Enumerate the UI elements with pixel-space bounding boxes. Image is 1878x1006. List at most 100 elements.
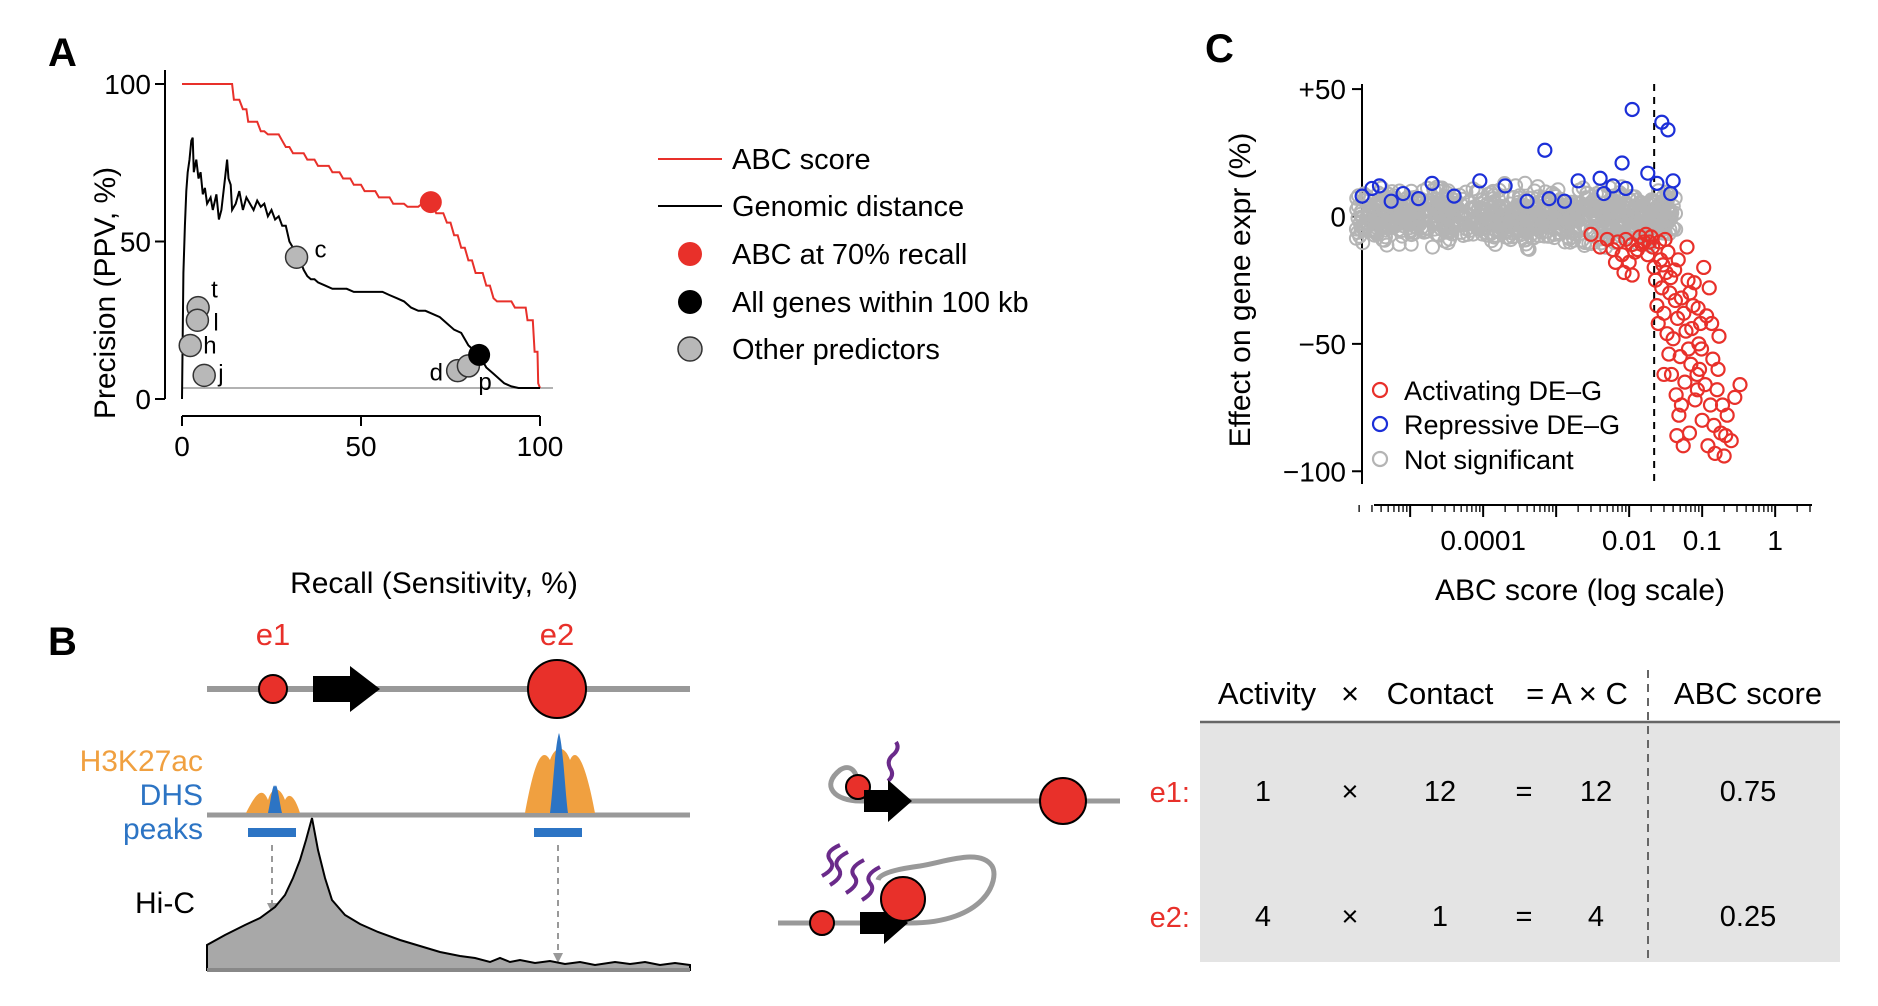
not-significant-point [1475, 207, 1491, 223]
not-significant-point [1639, 207, 1654, 223]
dhs-label: DHS [140, 779, 203, 812]
loop2-transcript-4 [821, 843, 841, 878]
repressive-point [1570, 173, 1586, 189]
activating-point [1583, 226, 1599, 242]
activating-point [1698, 308, 1715, 324]
activating-point [1670, 252, 1686, 268]
activating-point [1673, 397, 1690, 413]
panel-c-legend: Activating DE–G Repressive DE–G Not sign… [1371, 376, 1620, 475]
gene-arrow [313, 666, 380, 712]
row-e2-equals: = [1516, 901, 1533, 933]
not-significant-point [1627, 189, 1643, 205]
panel-c-label: C [1205, 27, 1234, 71]
not-significant-point [1560, 214, 1576, 230]
repressive-point [1446, 188, 1462, 204]
activating-point [1672, 349, 1688, 365]
not-significant-point [1530, 208, 1546, 224]
not-significant-point [1434, 202, 1450, 218]
panel-c-xtick-label: 0.1 [1683, 525, 1722, 556]
not-significant-point [1571, 204, 1587, 219]
other-predictor-label: p [478, 369, 491, 396]
enhancer-e1-label: e1 [256, 617, 290, 652]
legend-activating-swatch [1371, 381, 1389, 399]
panel-c-ylabel: Effect on gene expr (%) [1224, 133, 1257, 448]
loop2-transcript-1 [828, 850, 849, 887]
not-significant-point [1527, 183, 1543, 199]
not-significant-point [1513, 227, 1528, 243]
h3k27ac-label: H3K27ac [80, 745, 203, 778]
legend-abc-label: ABC score [732, 144, 871, 176]
enhancer-e2-label: e2 [540, 617, 574, 652]
panel-c-ytick-label: −100 [1283, 456, 1346, 487]
legend-other-swatch [677, 336, 703, 362]
activating-point [1704, 315, 1720, 332]
activating-point [1684, 320, 1700, 337]
not-significant-point [1453, 224, 1469, 240]
repressive-point [1614, 155, 1630, 171]
activating-point [1679, 239, 1695, 255]
activating-point [1654, 280, 1670, 296]
row-e2-contact: 1 [1432, 901, 1448, 933]
row-e1-abc-score: 0.75 [1720, 776, 1776, 808]
panel-a-axes: 0 50 100 0 50 100 [104, 69, 563, 462]
not-significant-point [1450, 218, 1466, 233]
chromatin-tracks: H3K27ac DHS peaks [80, 733, 690, 963]
activating-point [1707, 445, 1723, 462]
loop2-enhancer-e2 [880, 876, 926, 922]
loop1-enhancer-e2 [1039, 777, 1087, 825]
panel-a-ytick-label: 100 [104, 69, 151, 100]
repressive-point [1665, 173, 1681, 189]
panel-a-xlabel: Recall (Sensitivity, %) [290, 567, 578, 600]
abc-70-recall-point [419, 191, 442, 214]
activating-point [1681, 425, 1698, 441]
repressive-point [1596, 185, 1612, 202]
activating-point [1711, 328, 1727, 344]
row-e1-product: 12 [1580, 776, 1612, 808]
panel-c-ytick-label: −50 [1299, 329, 1347, 360]
not-significant-point [1531, 228, 1547, 244]
repressive-point [1497, 178, 1513, 194]
header-activity: Activity [1218, 676, 1317, 711]
activating-point [1727, 389, 1743, 405]
repressive-point [1364, 180, 1380, 197]
not-significant-point [1426, 181, 1442, 197]
not-significant-point [1385, 200, 1401, 216]
activating-point [1691, 361, 1708, 377]
row-e1-times: × [1342, 776, 1359, 808]
loop1-transcript [886, 740, 900, 783]
other-predictor-point [185, 308, 210, 332]
activating-point [1667, 292, 1684, 309]
activating-point [1732, 377, 1748, 393]
not-significant-point [1500, 219, 1516, 235]
not-significant-point [1425, 201, 1441, 217]
row-e2-product: 4 [1588, 901, 1604, 933]
not-significant-point [1567, 226, 1583, 242]
dhs-peak-e1 [268, 785, 282, 813]
activating-point [1641, 234, 1658, 250]
panel-a-series [181, 83, 541, 400]
panel-b-label: B [48, 620, 77, 664]
repressive-point [1592, 170, 1608, 186]
header-product: = A × C [1526, 676, 1628, 711]
loop1-gene-arrow [864, 780, 912, 822]
row-e2-abc-score: 0.25 [1720, 901, 1776, 933]
legend-repressive-swatch [1371, 415, 1389, 433]
repressive-point [1371, 178, 1388, 194]
activating-point [1687, 392, 1703, 408]
header-contact: Contact [1387, 676, 1494, 711]
activating-point [1689, 382, 1705, 398]
loop2-transcript-3 [860, 865, 881, 902]
activating-point [1696, 259, 1712, 276]
activating-point [1677, 374, 1693, 390]
row-e1-activity: 1 [1255, 776, 1271, 808]
not-significant-point [1534, 216, 1550, 232]
not-significant-point [1425, 239, 1440, 255]
other-predictor-label: c [315, 236, 327, 263]
hic-contact-profile [206, 817, 691, 971]
not-significant-point [1668, 205, 1683, 221]
activating-point [1686, 275, 1702, 291]
enhancer-e1 [258, 674, 288, 704]
activating-point [1714, 397, 1731, 413]
not-significant-point [1515, 220, 1531, 236]
